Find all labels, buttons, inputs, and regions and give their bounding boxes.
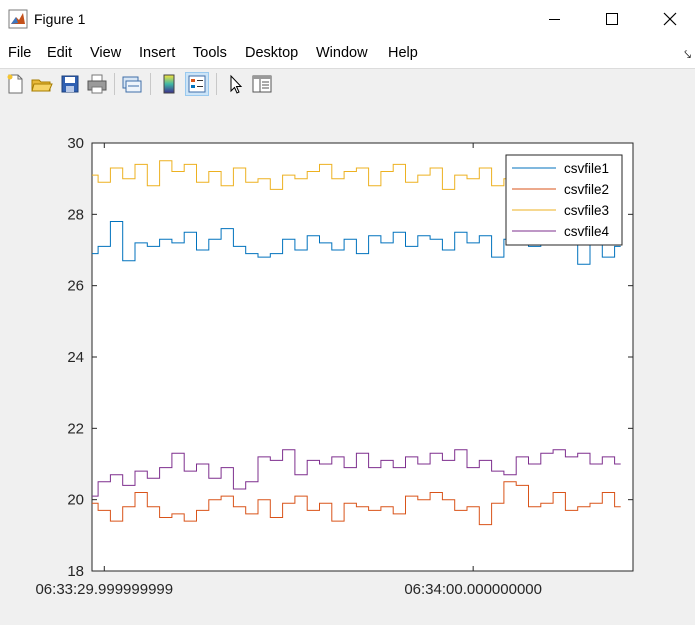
y-tick-label: 24 <box>67 349 84 366</box>
menu-tools[interactable]: Tools <box>193 45 227 61</box>
series-line-csvfile1[interactable] <box>92 221 621 265</box>
open-file-icon <box>31 79 53 92</box>
y-tick-label: 22 <box>67 420 84 437</box>
y-tick-label: 18 <box>67 563 84 580</box>
menu-edit[interactable]: Edit <box>47 45 72 61</box>
property-inspector-button[interactable] <box>250 72 274 96</box>
link-plot-icon <box>122 76 142 93</box>
x-tick-label: 06:34:00.000000000 <box>404 581 542 598</box>
x-tick-label: 06:33:29.999999999 <box>35 581 173 598</box>
maximize-icon <box>606 13 618 25</box>
close-button[interactable] <box>639 0 695 38</box>
legend[interactable]: csvfile1 csvfile2 csvfile3 csvfile4 <box>505 154 623 246</box>
toolbar-separator <box>216 73 217 95</box>
legend-button[interactable] <box>185 72 209 96</box>
matlab-logo-icon <box>8 9 28 29</box>
menu-desktop[interactable]: Desktop <box>245 45 299 61</box>
colorbar-button[interactable] <box>157 72 181 96</box>
menu-bar: File Edit View Insert Tools Desktop Wind… <box>0 38 695 69</box>
series-line-csvfile4[interactable] <box>92 449 621 497</box>
y-tick-label: 20 <box>67 492 84 509</box>
edit-plot-icon <box>230 74 243 94</box>
legend-box <box>505 154 623 246</box>
print-button[interactable] <box>85 72 109 96</box>
minimize-button[interactable] <box>527 0 583 38</box>
open-file-button[interactable] <box>30 72 54 96</box>
new-figure-button[interactable] <box>3 72 27 96</box>
colorbar-icon <box>163 74 175 94</box>
series-line-csvfile2[interactable] <box>92 481 621 526</box>
legend-label-csvfile4: csvfile4 <box>564 224 610 239</box>
maximize-button[interactable] <box>583 0 639 38</box>
menu-window[interactable]: Window <box>316 45 368 61</box>
toolbar-separator <box>150 73 151 95</box>
figure-canvas: 30 28 26 24 22 20 18 06:33:29.999999999 06:34:0… <box>35 135 634 598</box>
legend-icon <box>188 75 206 93</box>
save-icon <box>61 75 79 93</box>
close-icon <box>663 12 677 26</box>
menu-view[interactable]: View <box>90 45 122 61</box>
new-figure-icon <box>7 74 23 94</box>
save-button[interactable] <box>58 72 82 96</box>
x-axis: 06:33:29.999999999 06:34:00.000000000 <box>35 143 542 598</box>
menu-insert[interactable]: Insert <box>139 45 176 61</box>
legend-label-csvfile3: csvfile3 <box>564 203 609 218</box>
y-tick-label: 28 <box>67 206 84 223</box>
legend-label-csvfile1: csvfile1 <box>564 161 609 176</box>
minimize-icon <box>549 19 560 20</box>
menu-help[interactable]: Help <box>388 45 418 61</box>
edit-plot-button[interactable] <box>223 72 247 96</box>
property-inspector-icon <box>252 75 272 93</box>
window-titlebar: Figure 1 <box>0 0 695 38</box>
toolbar-separator <box>114 73 115 95</box>
menu-file[interactable]: File <box>8 45 32 61</box>
y-axis: 30 28 26 24 22 20 18 <box>67 135 633 580</box>
dock-figure-icon[interactable]: ⤥ <box>684 47 691 61</box>
window-title: Figure 1 <box>34 11 86 27</box>
figure-toolbar <box>0 69 695 101</box>
series-lines <box>92 160 621 526</box>
legend-label-csvfile2: csvfile2 <box>564 182 609 197</box>
y-tick-label: 26 <box>67 278 84 295</box>
link-plot-button[interactable] <box>120 72 144 96</box>
y-tick-label: 30 <box>67 135 84 152</box>
print-icon <box>87 74 107 94</box>
